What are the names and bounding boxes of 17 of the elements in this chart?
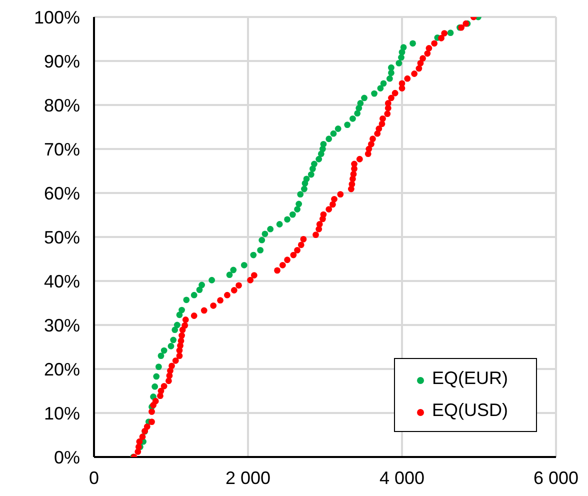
x-tick-label: 0 bbox=[88, 468, 100, 488]
y-tick-label: 40% bbox=[44, 271, 80, 292]
y-tick-label: 20% bbox=[44, 359, 80, 380]
legend-label: EQ(USD) bbox=[432, 400, 508, 420]
y-tick-label: 90% bbox=[44, 51, 80, 72]
y-tick-label: 30% bbox=[44, 315, 80, 336]
x-tick-label: 4 000 bbox=[379, 468, 425, 488]
y-tick-label: 10% bbox=[44, 403, 80, 424]
y-tick-label: 100% bbox=[34, 7, 80, 28]
y-tick-label: 60% bbox=[44, 183, 80, 204]
y-tick-label: 0% bbox=[54, 447, 80, 468]
y-tick-label: 50% bbox=[44, 227, 80, 248]
legend-label: EQ(EUR) bbox=[432, 368, 508, 388]
x-tick-label: 6 000 bbox=[533, 468, 579, 488]
x-tick-label: 2 000 bbox=[225, 468, 271, 488]
y-tick-label: 80% bbox=[44, 95, 80, 116]
y-tick-label: 70% bbox=[44, 139, 80, 160]
